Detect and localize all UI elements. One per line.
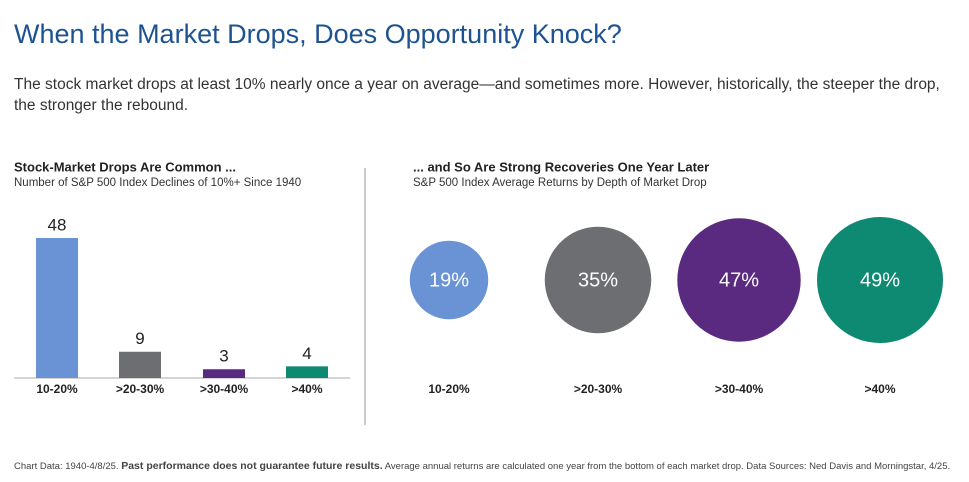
bar: [286, 366, 328, 378]
footnote-part: Average annual returns are calculated on…: [385, 461, 950, 472]
category-label: >30-40%: [200, 382, 249, 396]
value-label: 3: [219, 347, 228, 366]
bubble: [409, 240, 489, 320]
bubble: [544, 226, 652, 334]
chart-subtitle: S&P 500 Index Average Returns by Depth o…: [413, 177, 707, 189]
value-label: 49%: [860, 269, 900, 291]
bubble: [817, 217, 943, 343]
category-label: >20-30%: [116, 382, 165, 396]
value-label: 19%: [429, 269, 469, 291]
chart-title: Stock-Market Drops Are Common ...: [14, 159, 236, 174]
intro-box: The stock market drops at least 10% near…: [14, 76, 940, 114]
chart-title: ... and So Are Strong Recoveries One Yea…: [413, 159, 709, 174]
value-label: 48: [48, 215, 67, 234]
category-label: >40%: [864, 382, 895, 396]
bar: [119, 351, 161, 378]
footnote-part: Past performance does not guarantee futu…: [121, 460, 382, 472]
category-label: >40%: [291, 382, 322, 396]
category-label: >30-40%: [715, 382, 764, 396]
bar: [203, 369, 245, 378]
value-label: 4: [302, 344, 311, 363]
category-label: 10-20%: [428, 382, 470, 396]
bubble: [677, 218, 801, 342]
value-label: 9: [135, 329, 144, 348]
chart-subtitle: Number of S&P 500 Index Declines of 10%+…: [14, 177, 301, 189]
value-label: 47%: [719, 269, 759, 291]
intro-text: The stock market drops at least 10% near…: [14, 76, 940, 114]
page-title: When the Market Drops, Does Opportunity …: [14, 19, 622, 49]
category-label: >20-30%: [574, 382, 623, 396]
footnote-part: Chart Data: 1940-4/8/25.: [14, 461, 119, 472]
category-label: 10-20%: [36, 382, 78, 396]
bar: [36, 238, 78, 378]
footnote: Chart Data: 1940-4/8/25. Past performanc…: [14, 460, 950, 472]
value-label: 35%: [578, 269, 618, 291]
